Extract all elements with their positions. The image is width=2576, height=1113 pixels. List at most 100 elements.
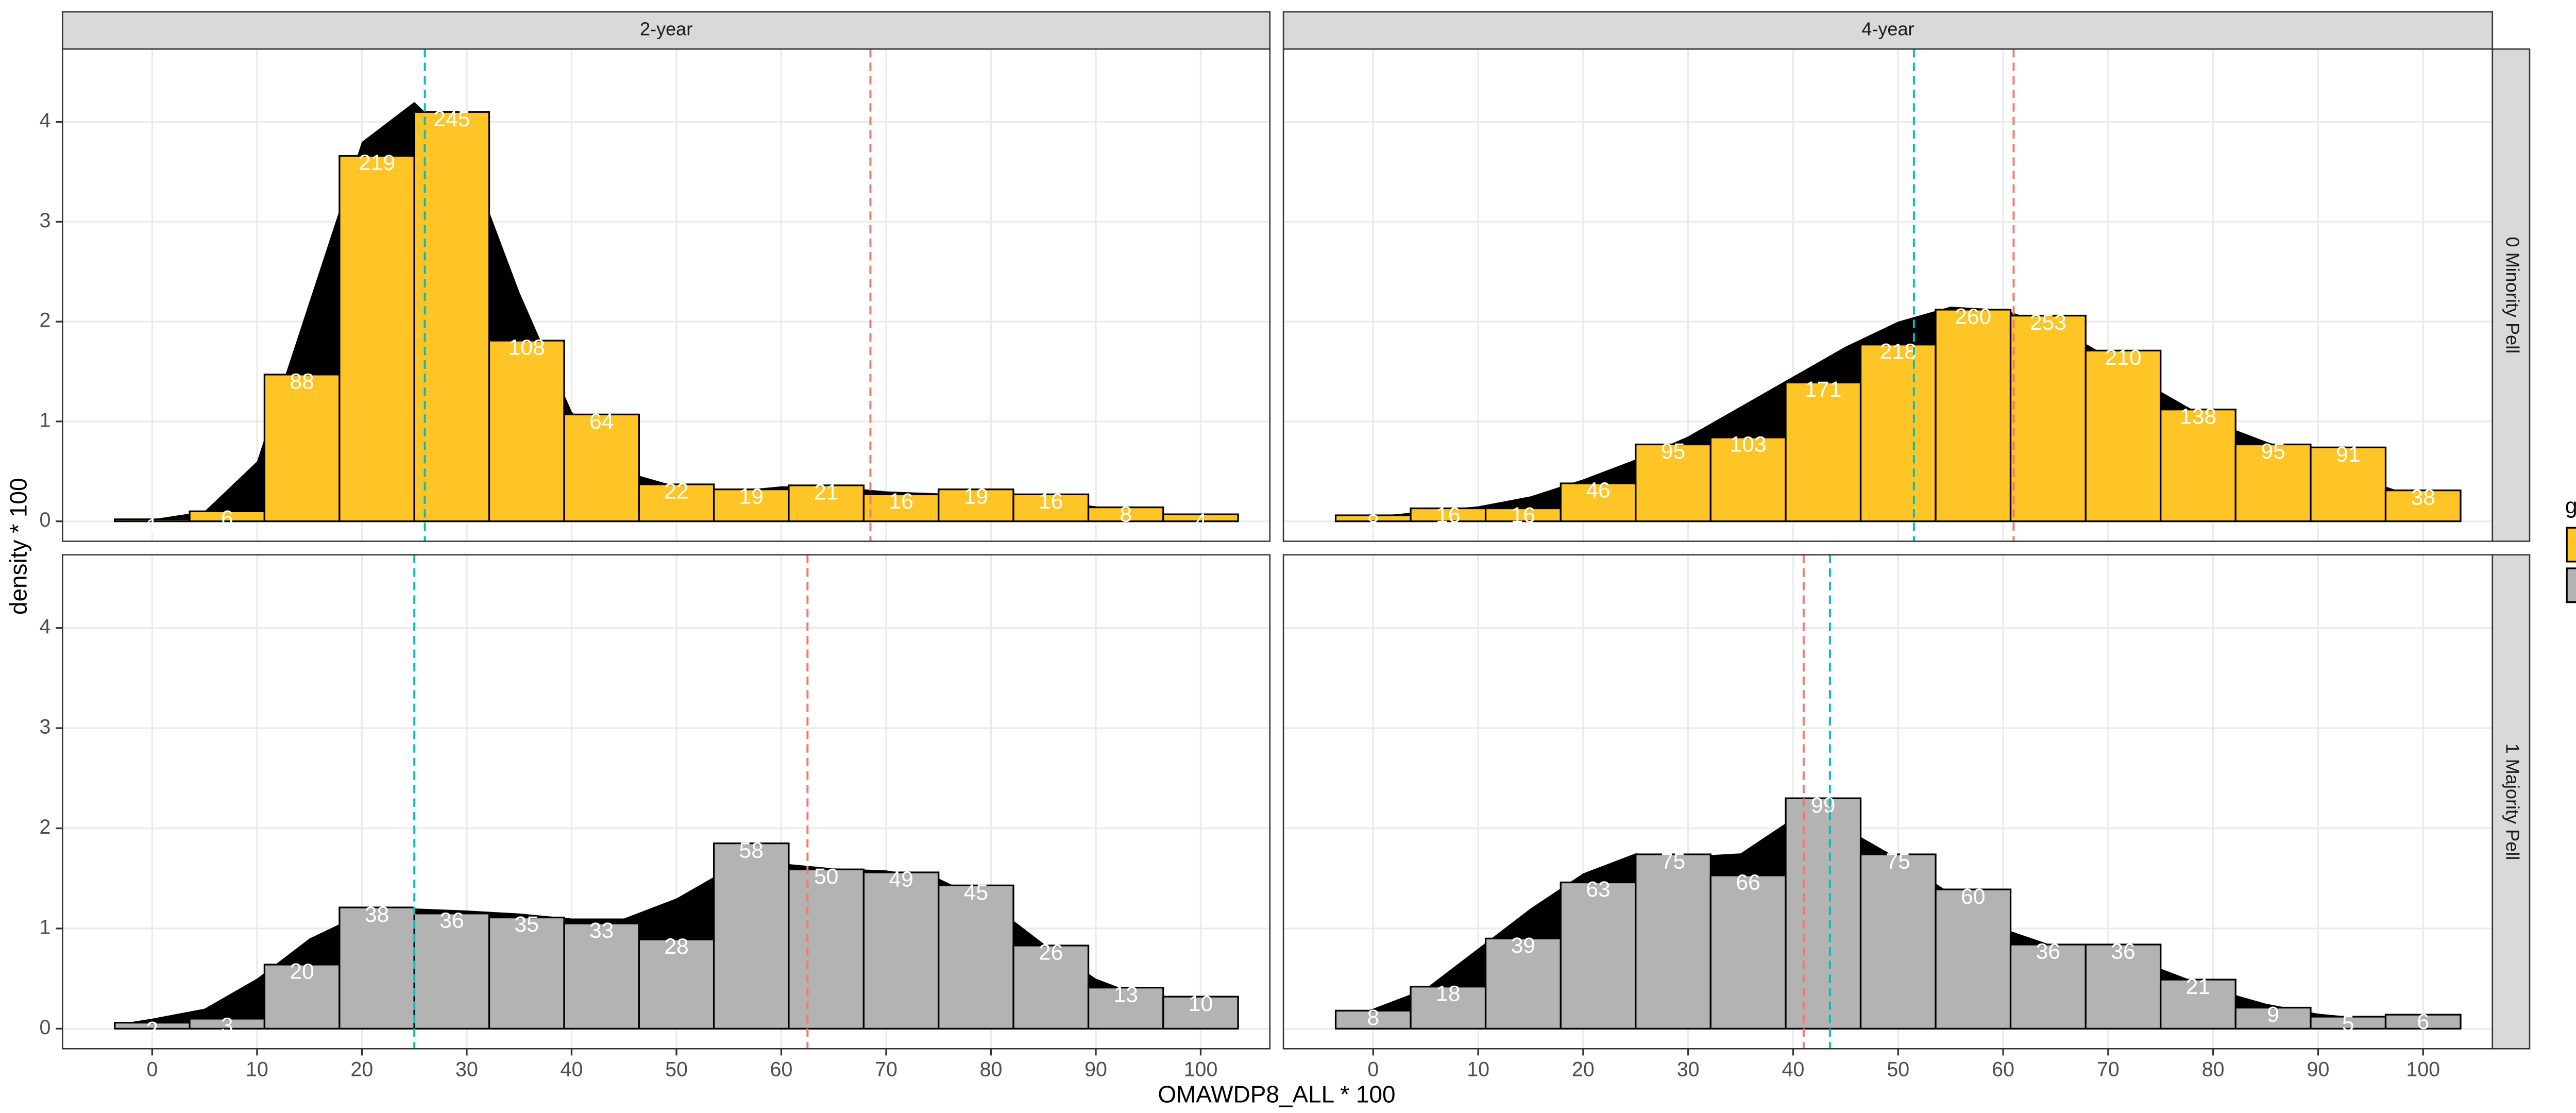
count-label: 16 xyxy=(889,489,913,514)
bar xyxy=(338,155,415,522)
x-tick-label: 50 xyxy=(1887,1058,1909,1081)
bar xyxy=(2084,349,2162,522)
count-label: 6 xyxy=(221,506,233,531)
count-label: 21 xyxy=(814,480,838,505)
bar xyxy=(2160,979,2236,1030)
x-tick-label: 90 xyxy=(2307,1058,2330,1081)
bar xyxy=(1410,986,1487,1030)
count-label: 8 xyxy=(1120,502,1132,527)
bar xyxy=(1785,381,1862,522)
bar xyxy=(1162,996,1239,1030)
strip-label: 2-year xyxy=(640,19,692,40)
count-label: 21 xyxy=(2186,974,2210,999)
bar xyxy=(1012,493,1090,522)
count-label: 10 xyxy=(1189,991,1213,1016)
count-label: 26 xyxy=(1039,940,1063,965)
x-tick-label: 60 xyxy=(770,1058,793,1081)
bar xyxy=(1709,436,1787,522)
y-tick-label: 3 xyxy=(40,209,51,232)
bar xyxy=(1785,797,1862,1030)
count-label: 218 xyxy=(1880,339,1917,364)
count-label: 88 xyxy=(290,369,314,394)
count-label: 45 xyxy=(964,880,988,905)
bar xyxy=(1935,309,2012,522)
count-label: 16 xyxy=(1039,489,1063,514)
count-label: 253 xyxy=(2030,310,2066,335)
bar xyxy=(1859,344,1937,522)
panel-border xyxy=(62,48,1271,542)
legend-key xyxy=(2566,567,2576,603)
bar xyxy=(713,842,790,1030)
bar xyxy=(2160,409,2236,522)
y-tick-label: 1 xyxy=(40,409,51,431)
bar xyxy=(1087,987,1164,1030)
count-label: 8 xyxy=(1367,510,1379,535)
count-label: 138 xyxy=(2180,404,2216,429)
count-label: 49 xyxy=(889,867,913,892)
y-tick-label: 2 xyxy=(40,309,51,332)
bar xyxy=(338,906,415,1030)
panel-background xyxy=(62,49,1270,542)
bar xyxy=(2084,943,2162,1030)
x-tick-label: 60 xyxy=(1992,1058,2014,1081)
bar xyxy=(1635,853,1711,1030)
strip xyxy=(2492,48,2531,542)
bar xyxy=(413,111,490,522)
strip xyxy=(62,11,1271,50)
count-label: 210 xyxy=(2105,345,2141,370)
x-tick-label: 80 xyxy=(980,1058,1003,1081)
count-label: 58 xyxy=(739,838,764,863)
x-tick-label: 40 xyxy=(1782,1058,1805,1081)
bar xyxy=(2310,446,2387,522)
count-label: 66 xyxy=(1736,870,1760,895)
bar xyxy=(2384,1014,2462,1030)
x-tick-label: 50 xyxy=(665,1058,688,1081)
count-label: 22 xyxy=(664,479,688,504)
count-label: 9 xyxy=(2267,1002,2279,1027)
bar xyxy=(1859,853,1937,1030)
count-label: 46 xyxy=(1586,478,1610,503)
count-label: 219 xyxy=(359,150,395,175)
count-label: 91 xyxy=(2336,442,2360,467)
count-label: 260 xyxy=(1955,305,1991,329)
bar xyxy=(1162,513,1239,522)
count-label: 39 xyxy=(1511,933,1535,958)
count-label: 20 xyxy=(290,959,314,984)
count-label: 8 xyxy=(1367,1005,1379,1030)
bar xyxy=(2009,943,2087,1030)
x-tick-label: 70 xyxy=(2097,1058,2120,1081)
x-tick-label: 20 xyxy=(1572,1058,1595,1081)
count-label: 99 xyxy=(1811,793,1835,818)
x-axis-label: OMAWDP8_ALL * 100 xyxy=(1158,1081,1395,1107)
count-label: 60 xyxy=(1961,884,1985,909)
bar xyxy=(488,340,565,522)
x-tick-label: 10 xyxy=(246,1058,268,1081)
count-label: 2 xyxy=(146,1017,159,1042)
x-tick-label: 30 xyxy=(1677,1058,1700,1081)
bar xyxy=(413,913,490,1030)
strip xyxy=(1282,11,2494,50)
count-label: 4 xyxy=(1195,509,1207,534)
bar xyxy=(638,483,715,522)
count-label: 75 xyxy=(1661,849,1685,874)
bar xyxy=(1709,874,1787,1030)
strip-label: 1 Majority Pell xyxy=(2502,744,2523,861)
panel-border xyxy=(1282,48,2494,542)
x-tick-label: 80 xyxy=(2202,1058,2225,1081)
legend-key xyxy=(2566,527,2576,563)
count-label: 245 xyxy=(433,107,470,131)
y-tick-label: 1 xyxy=(40,916,51,938)
bar xyxy=(862,871,940,1030)
strip xyxy=(2492,554,2531,1050)
bar xyxy=(1484,507,1562,522)
x-tick-label: 0 xyxy=(146,1058,158,1081)
bar xyxy=(563,922,640,1030)
count-label: 95 xyxy=(2261,439,2285,464)
count-label: 19 xyxy=(739,484,764,509)
count-label: 19 xyxy=(964,484,988,509)
panel-border xyxy=(62,554,1271,1050)
y-axis-label: density * 100 xyxy=(5,478,32,615)
y-tick-label: 4 xyxy=(40,615,51,638)
bar xyxy=(1560,881,1637,1030)
